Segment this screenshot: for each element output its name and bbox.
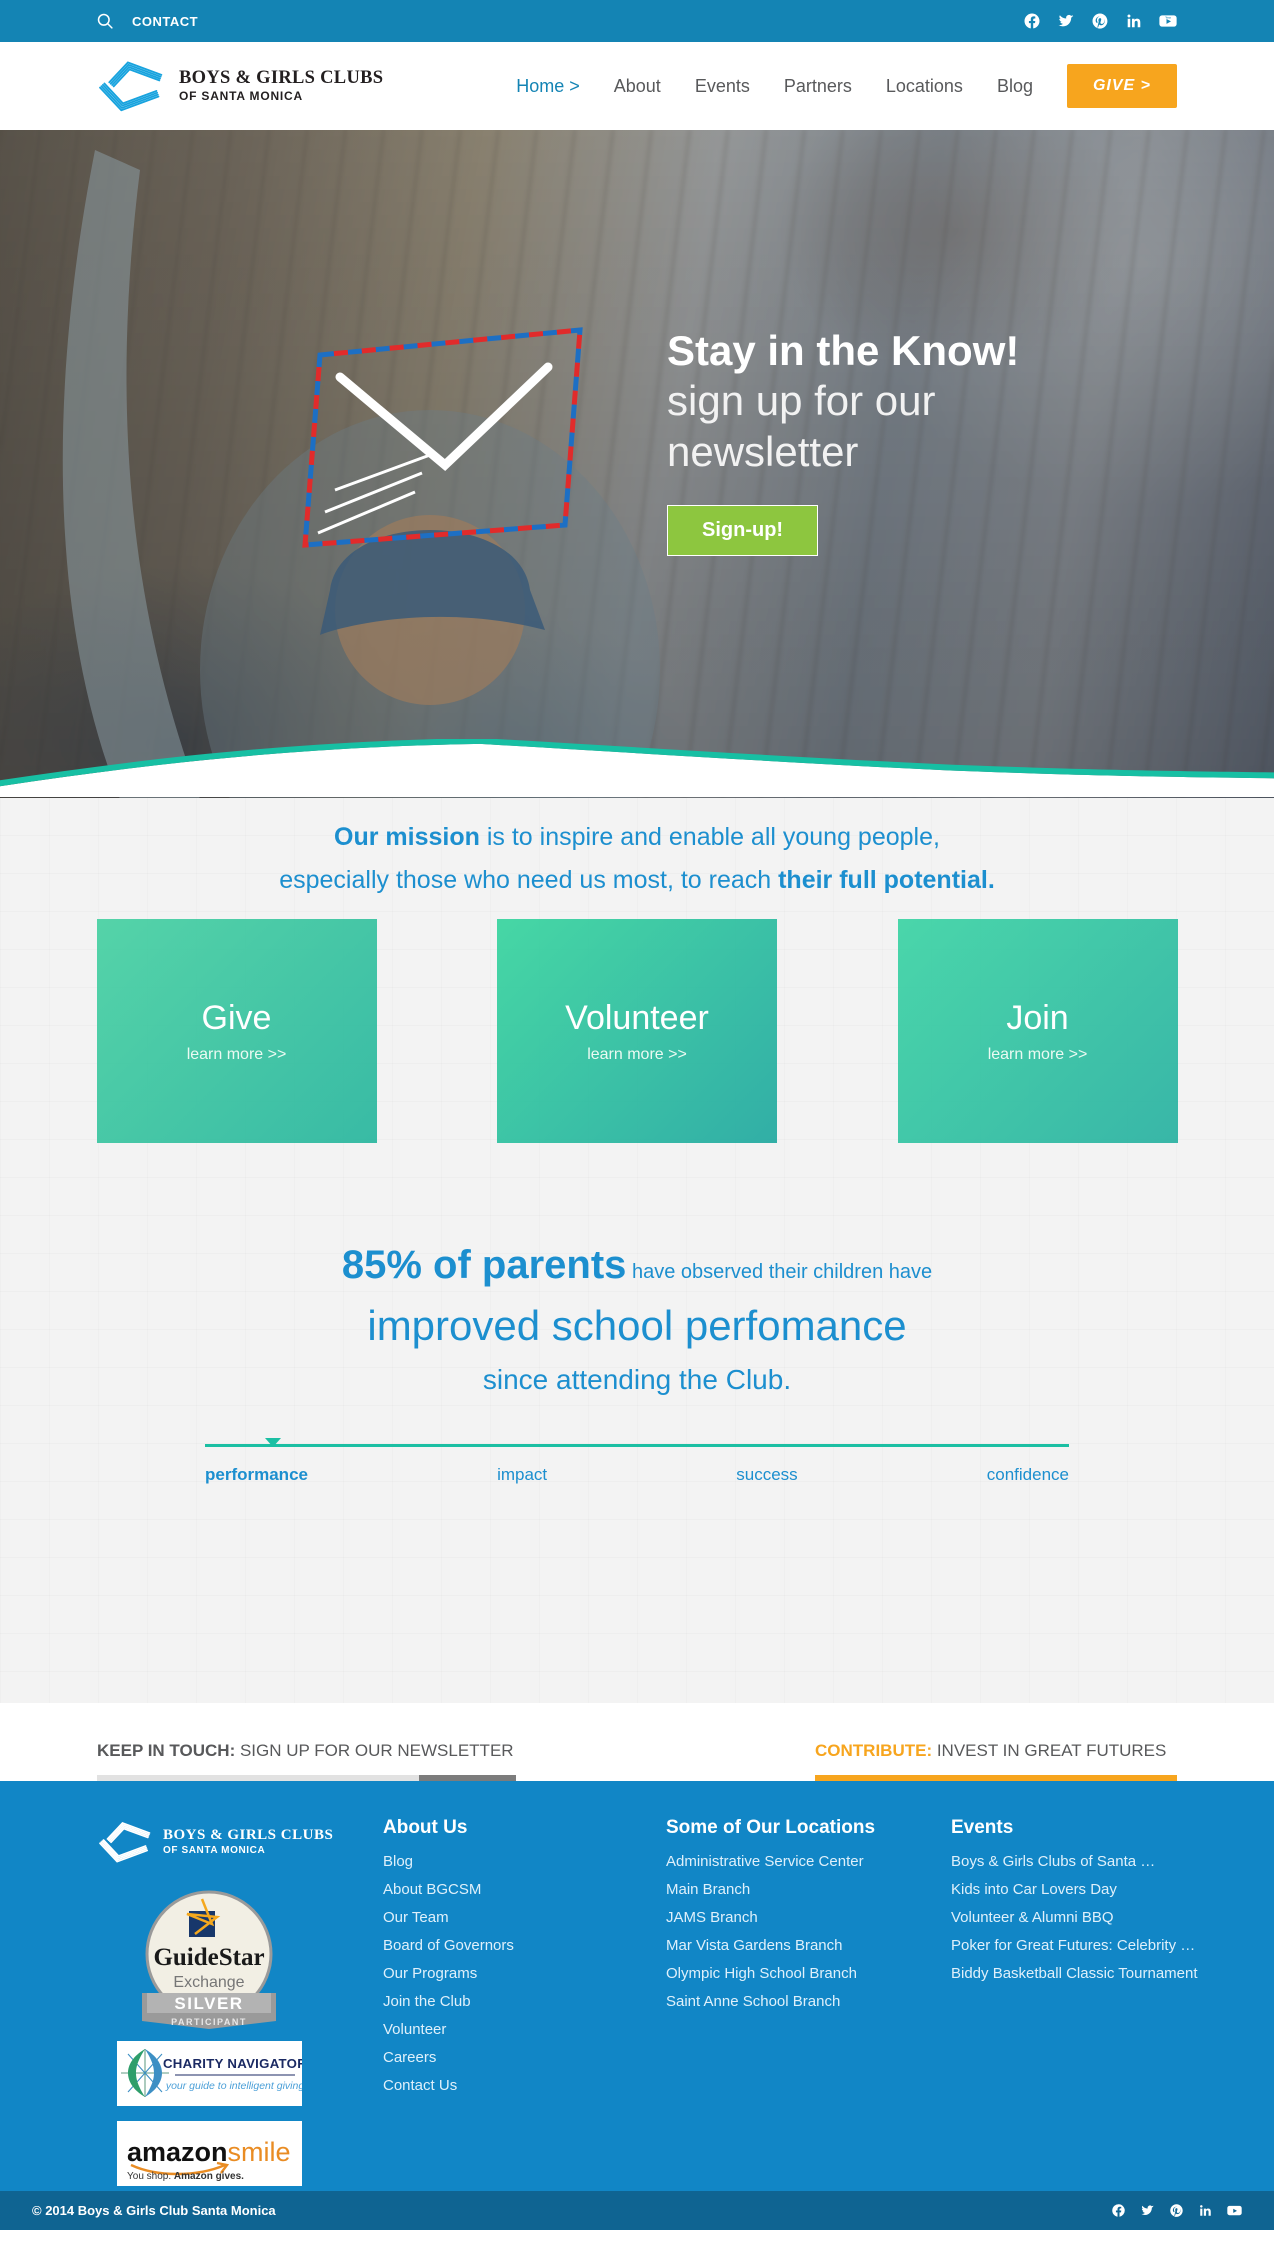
svg-text:CHARITY NAVIGATOR: CHARITY NAVIGATOR [163,2056,302,2071]
svg-text:your guide to intelligent givi: your guide to intelligent giving [165,2080,302,2092]
svg-text:You: You [1165,15,1171,19]
svg-text:amazonsmile: amazonsmile [127,2137,291,2167]
svg-text:PARTICIPANT: PARTICIPANT [171,2017,247,2027]
svg-text:You shop. Amazon gives.: You shop. Amazon gives. [127,2171,244,2182]
svg-text:GuideStar: GuideStar [153,1944,264,1971]
svg-text:SILVER: SILVER [174,1994,243,2013]
svg-text:Exchange: Exchange [173,1974,244,1991]
